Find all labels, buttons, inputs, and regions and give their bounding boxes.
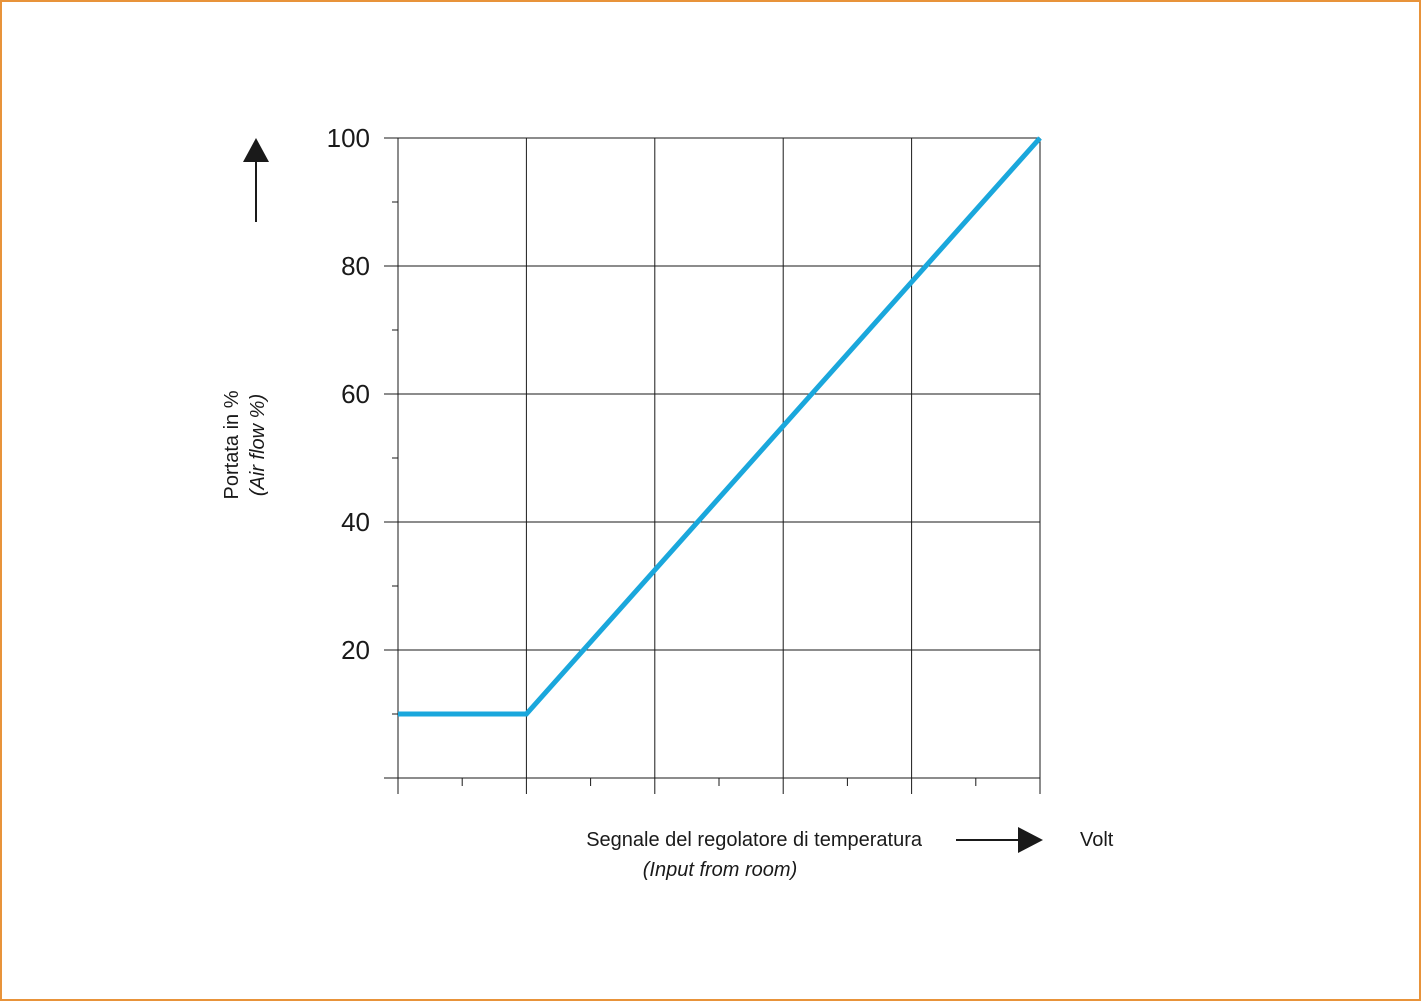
y-axis-label: Portata in % [221,390,243,499]
y-axis-arrow [243,138,269,222]
y-tick-labels: 20 40 60 80 100 [327,123,370,665]
y-tick-label: 80 [341,251,370,281]
x-axis-label-secondary: (Input from room) [643,859,797,881]
x-axis-label: Segnale del regolatore di temperatura [586,829,923,851]
x-axis-arrow [956,827,1043,853]
grid [384,137,1041,779]
x-axis-unit: Volt [1080,829,1114,851]
y-tick-label: 100 [327,123,370,153]
y-tick-label: 20 [341,635,370,665]
y-tick-label: 40 [341,507,370,537]
series [398,136,1042,717]
series-line [398,136,1042,717]
y-axis-label-secondary: (Air flow %) [247,394,269,496]
axis-ticks [384,137,1041,794]
y-tick-label: 60 [341,379,370,409]
